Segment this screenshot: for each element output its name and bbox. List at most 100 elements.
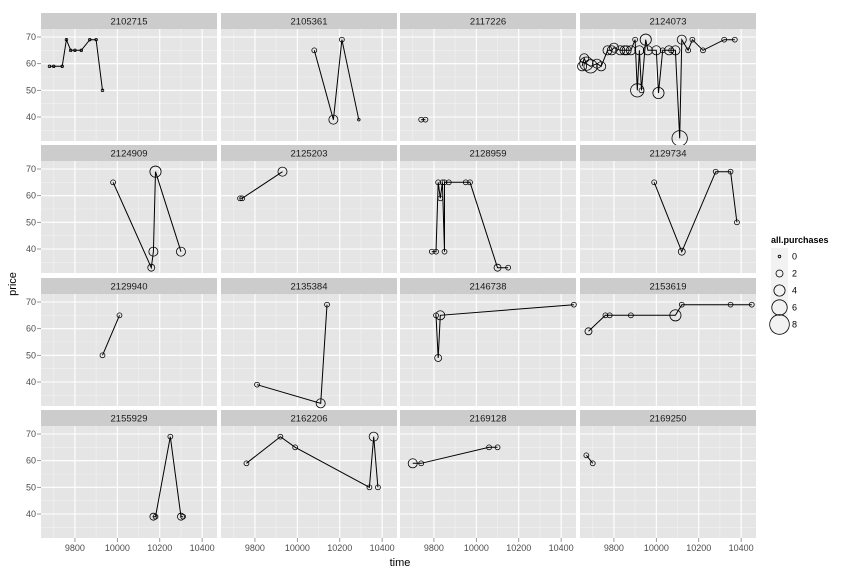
panel-background bbox=[580, 426, 756, 538]
data-point bbox=[79, 48, 83, 53]
y-tick-label: 40 bbox=[26, 112, 36, 122]
strip-background bbox=[221, 13, 397, 29]
data-point bbox=[579, 56, 594, 71]
data-point bbox=[68, 48, 73, 53]
strip-background bbox=[400, 278, 576, 294]
data-point bbox=[366, 484, 373, 491]
strip-label: 2153619 bbox=[650, 282, 687, 293]
x-tick-label: 9800 bbox=[604, 543, 624, 553]
strip-background bbox=[221, 145, 397, 161]
data-point bbox=[642, 45, 653, 56]
data-point bbox=[676, 34, 687, 45]
data-point bbox=[277, 433, 284, 440]
data-point bbox=[148, 246, 159, 257]
x-tick-label: 10200 bbox=[686, 543, 711, 553]
legend-key-circle bbox=[769, 314, 790, 335]
panel-2169250: 2169250 bbox=[580, 410, 756, 538]
data-point bbox=[602, 312, 609, 319]
data-point bbox=[638, 87, 645, 94]
data-point bbox=[99, 352, 106, 359]
data-point bbox=[110, 179, 116, 186]
panel-2169128: 2169128 bbox=[400, 410, 576, 538]
data-point bbox=[435, 310, 446, 321]
data-point bbox=[324, 301, 330, 308]
data-point bbox=[596, 61, 607, 72]
data-point bbox=[486, 444, 492, 451]
y-tick-label: 50 bbox=[26, 85, 36, 95]
data-point bbox=[659, 47, 666, 54]
strip-label: 2155929 bbox=[111, 414, 148, 425]
y-tick-label: 60 bbox=[26, 456, 36, 466]
data-point bbox=[685, 47, 691, 54]
x-tick-label: 10000 bbox=[644, 543, 669, 553]
strip-background bbox=[41, 410, 217, 426]
y-tick-label: 70 bbox=[26, 164, 36, 174]
series-line bbox=[256, 304, 328, 404]
data-point bbox=[434, 354, 443, 362]
data-point bbox=[152, 513, 159, 520]
data-point bbox=[428, 248, 435, 255]
data-point bbox=[467, 179, 473, 186]
data-point bbox=[621, 45, 632, 56]
data-point bbox=[254, 381, 260, 388]
strip-label: 2146738 bbox=[470, 282, 507, 293]
strip-background bbox=[580, 278, 756, 294]
legend-key-circle bbox=[777, 254, 782, 259]
y-tick-label: 40 bbox=[26, 244, 36, 254]
data-point bbox=[669, 309, 682, 322]
data-point bbox=[651, 179, 658, 186]
data-point bbox=[721, 36, 728, 43]
data-point bbox=[60, 64, 64, 69]
data-point bbox=[47, 64, 52, 69]
data-point bbox=[441, 179, 448, 186]
data-point bbox=[88, 37, 92, 42]
legend-label: 0 bbox=[792, 252, 797, 262]
data-point bbox=[731, 36, 738, 43]
x-tick-label: 10000 bbox=[105, 543, 130, 553]
series-line bbox=[246, 436, 379, 489]
data-point bbox=[606, 312, 613, 319]
series-line bbox=[153, 436, 184, 518]
x-tick-label: 10000 bbox=[464, 543, 489, 553]
panel-2155929: 2155929 bbox=[41, 410, 217, 538]
data-point bbox=[615, 45, 626, 56]
data-point bbox=[239, 195, 246, 202]
x-tick-label: 9800 bbox=[245, 543, 265, 553]
series-line bbox=[112, 171, 182, 270]
panel-background bbox=[41, 294, 217, 406]
data-point bbox=[439, 179, 446, 186]
y-tick-label: 40 bbox=[26, 377, 36, 387]
data-point bbox=[357, 117, 361, 122]
strip-background bbox=[400, 145, 576, 161]
strip-label: 2169128 bbox=[470, 414, 507, 425]
strip-background bbox=[400, 13, 576, 29]
data-point bbox=[579, 53, 590, 64]
data-point bbox=[462, 179, 469, 186]
strip-label: 2125203 bbox=[291, 149, 328, 160]
data-point bbox=[94, 37, 98, 42]
data-point bbox=[375, 484, 381, 491]
data-point bbox=[677, 247, 686, 256]
strip-background bbox=[221, 278, 397, 294]
data-point bbox=[583, 59, 598, 74]
data-point bbox=[237, 195, 243, 202]
panel-background bbox=[400, 161, 576, 273]
y-axis-title: price bbox=[7, 272, 19, 296]
data-point bbox=[652, 87, 665, 100]
data-point bbox=[727, 168, 734, 175]
panel-background bbox=[41, 29, 217, 141]
y-tick-label: 60 bbox=[26, 59, 36, 69]
strip-background bbox=[41, 145, 217, 161]
legend-key-background bbox=[771, 316, 788, 333]
strip-background bbox=[41, 278, 217, 294]
x-tick-label: 10200 bbox=[147, 543, 172, 553]
y-tick-label: 40 bbox=[26, 509, 36, 519]
panel-2129940: 2129940 bbox=[41, 278, 217, 406]
data-point bbox=[167, 433, 174, 440]
data-point bbox=[433, 248, 439, 255]
strip-label: 2105361 bbox=[291, 17, 328, 28]
data-point bbox=[606, 45, 617, 56]
panels: 2102715 2105361 2117226 2124073 2124909 21252… bbox=[41, 13, 756, 538]
y-tick-label: 60 bbox=[26, 324, 36, 334]
